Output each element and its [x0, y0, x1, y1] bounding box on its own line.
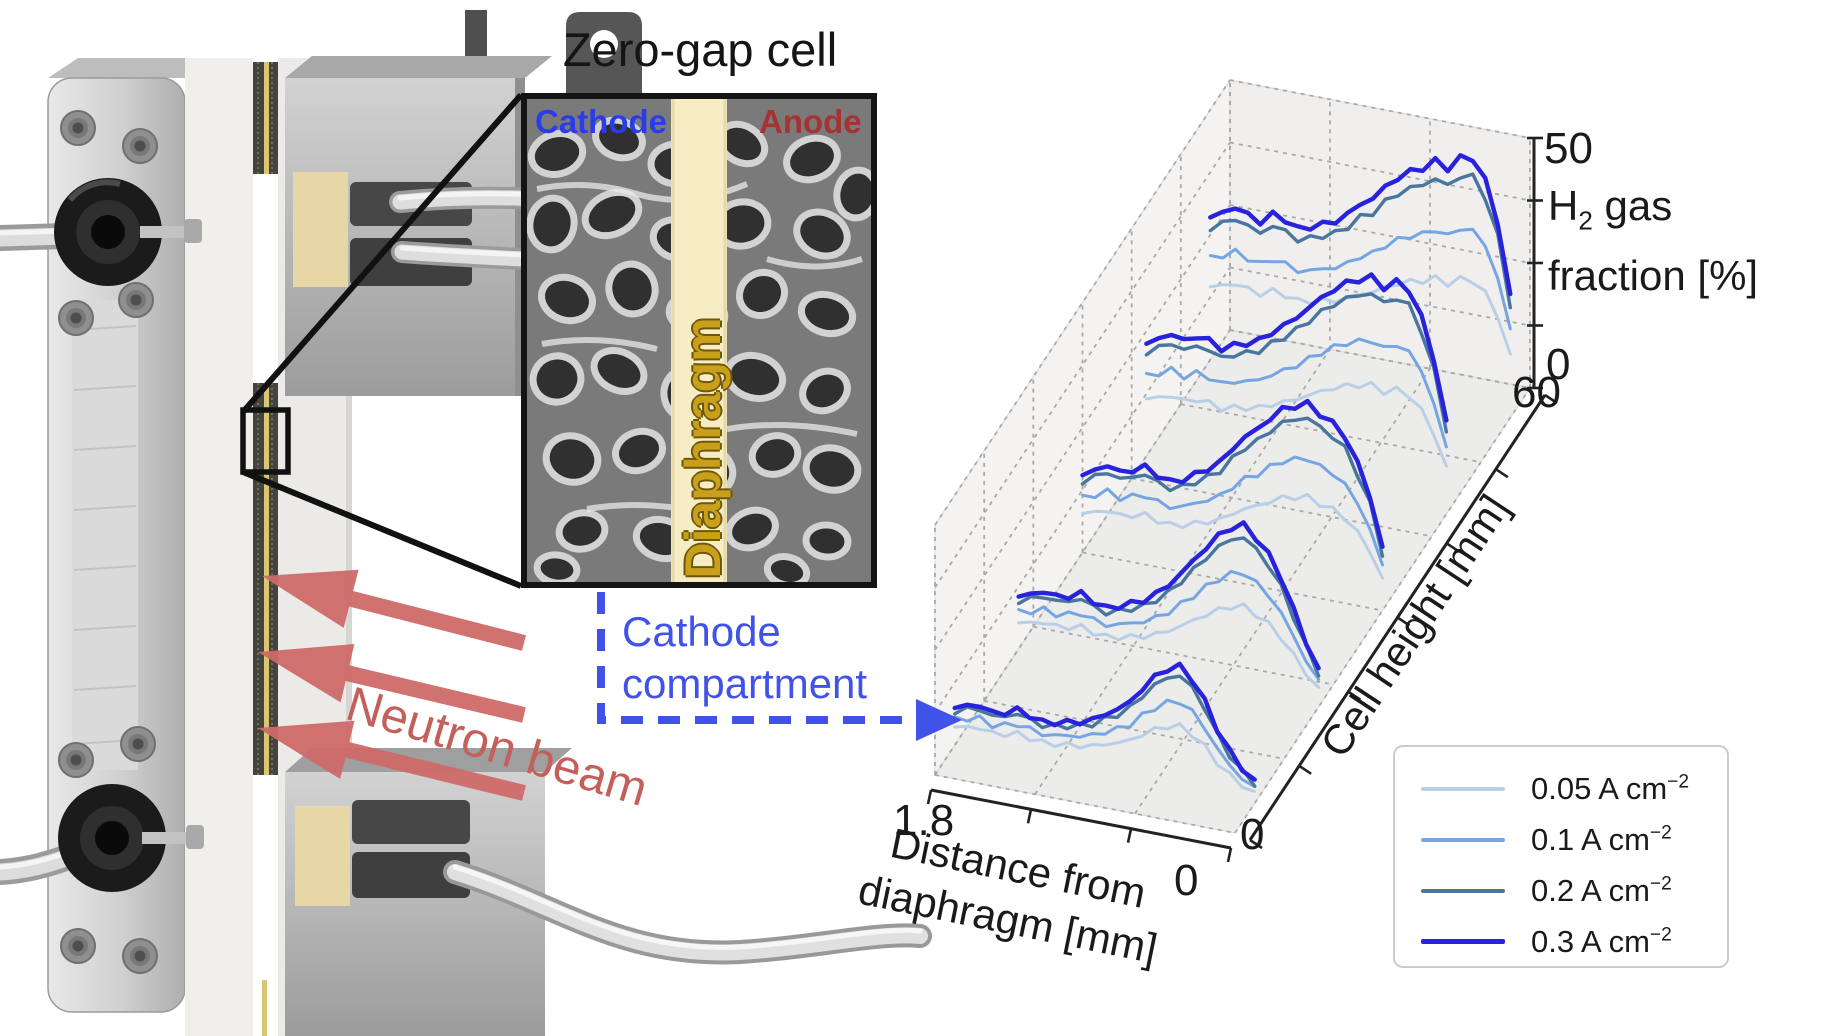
legend-item: 0.1 A cm−2 — [1409, 814, 1727, 865]
electrode-pin — [140, 226, 186, 238]
zero-gap-cell-inset: Cathode Anode Diaphragm — [521, 93, 881, 589]
cathode-compartment-label: Cathode compartment — [622, 608, 868, 707]
diaphragm-label: Diaphragm — [675, 317, 731, 579]
electrode-diaphragm-strip — [253, 62, 278, 1036]
cathode-pillar — [185, 58, 253, 1036]
grommet-bottom — [58, 784, 204, 892]
zoom-callout — [240, 93, 524, 589]
pillar-edge-shade — [346, 58, 352, 1036]
legend: 0.05 A cm−2 0.1 A cm−2 0.2 A cm−2 0.3 A … — [1393, 745, 1729, 968]
legend-line-swatch — [1421, 939, 1505, 944]
legend-item: 0.3 A cm−2 — [1409, 916, 1727, 967]
electrolysis-cell-render — [0, 10, 962, 1036]
flange-top-face — [48, 58, 212, 78]
cathode-compartment-arrow — [597, 592, 962, 741]
z-axis-label: H2 gas fraction [%] — [1548, 182, 1759, 300]
legend-line-swatch — [1421, 837, 1505, 842]
y-tick-0: 0 — [1240, 810, 1265, 859]
inset-title: Zero-gap cell — [562, 23, 838, 76]
grommet-top — [54, 178, 202, 286]
anode-tube-bottom — [443, 860, 932, 965]
y-tick-60: 60 — [1512, 368, 1561, 417]
x-tick-1p8: 1.8 — [893, 796, 955, 845]
bottom-block — [285, 748, 572, 1036]
legend-item: 0.05 A cm−2 — [1409, 763, 1727, 814]
gasket-section-top — [293, 172, 348, 287]
electrode-pin — [142, 832, 188, 844]
sem-foam-image — [526, 99, 881, 589]
neutron-beam-arrows — [258, 569, 526, 801]
gasket-section-bottom — [295, 806, 350, 906]
z-tick-0: 0 — [1546, 340, 1571, 389]
z-tick-50: 50 — [1544, 124, 1593, 173]
tube-fitting — [352, 800, 470, 844]
diaphragm-edge-line — [264, 62, 269, 174]
plot-axes — [926, 136, 1558, 863]
diaphragm-band — [671, 99, 727, 582]
zoom-region-box — [240, 407, 291, 475]
socket-screws — [58, 110, 158, 974]
tube-fitting — [352, 852, 470, 898]
cathode-label: Cathode — [535, 103, 667, 140]
flange-machined-recess — [72, 300, 138, 770]
anode-label: Anode — [759, 103, 862, 140]
legend-line-swatch — [1421, 786, 1505, 791]
x-tick-0: 0 — [1174, 856, 1199, 905]
legend-line-swatch — [1421, 888, 1505, 893]
legend-item: 0.2 A cm−2 — [1409, 865, 1727, 916]
top-block — [285, 56, 552, 396]
arrowhead-icon — [916, 699, 962, 741]
gas-fraction-curves — [952, 153, 1513, 793]
lifting-lug — [566, 12, 642, 96]
